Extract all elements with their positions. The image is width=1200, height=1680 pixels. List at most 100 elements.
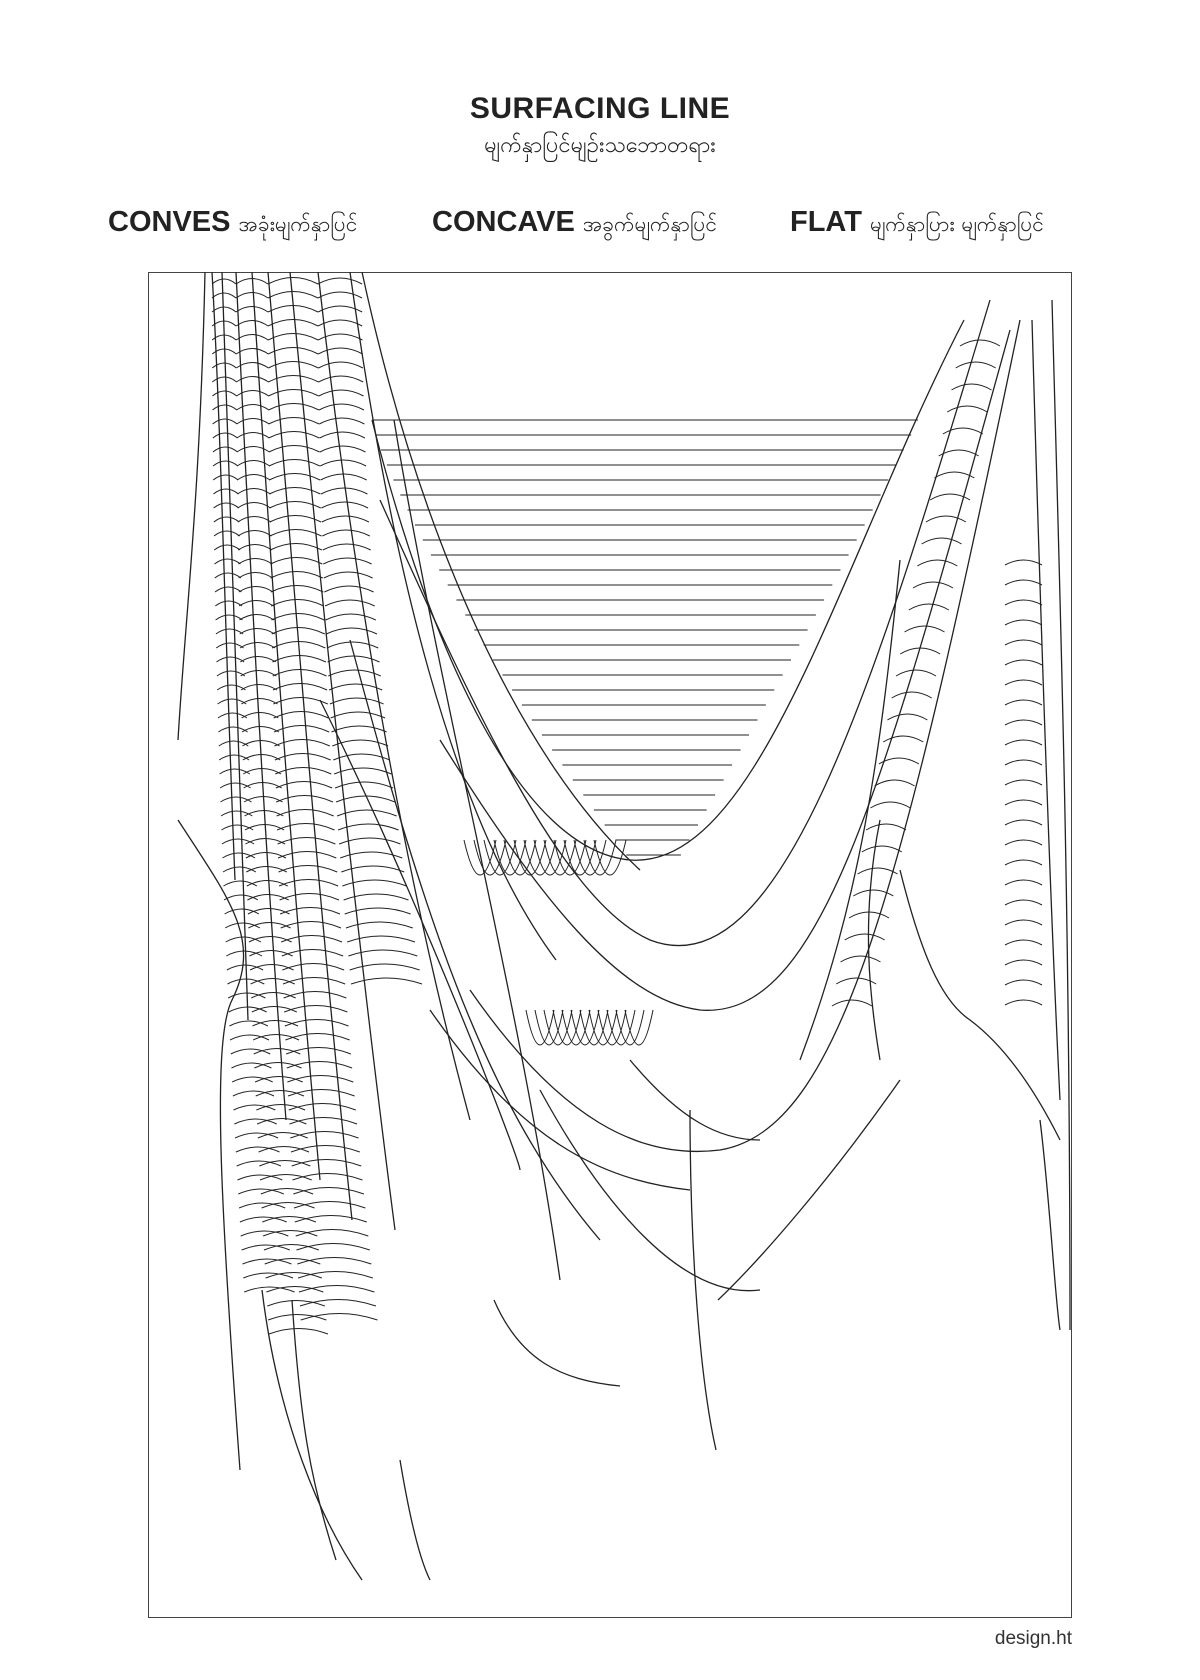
convex-contour-line (865, 823, 907, 831)
convex-contour-line (235, 348, 269, 355)
convex-contour-line (925, 515, 967, 523)
valley-outline (469, 319, 1021, 1153)
convex-contour-line (267, 305, 319, 313)
convex-contour-line (275, 767, 332, 775)
concave-contour-line (543, 1009, 573, 1046)
convex-contour-line (231, 1062, 272, 1069)
convex-contour-line (212, 418, 238, 425)
convex-contour-line (1004, 619, 1043, 626)
convex-contour-line (221, 824, 254, 831)
convex-contour-line (213, 516, 240, 523)
convex-contour-line (268, 417, 320, 425)
convex-contour-line (341, 865, 405, 873)
convex-contour-line (238, 1188, 285, 1195)
convex-contour-line (237, 1174, 283, 1181)
convex-contour-line (292, 1173, 363, 1181)
convex-contour-line (284, 1019, 349, 1027)
convex-contour-line (268, 459, 321, 467)
concave-contour-line (533, 839, 567, 876)
legend-key-convex: CONVES (108, 206, 231, 238)
drape-fold-line (539, 1089, 761, 1292)
convex-contour-line (857, 867, 898, 875)
convex-contour-line (1004, 799, 1043, 806)
convex-contour-line (296, 1243, 370, 1251)
convex-contour-line (252, 1020, 299, 1027)
concave-contour-line (513, 839, 547, 876)
convex-contour-line (240, 684, 278, 691)
convex-contour-line (328, 669, 382, 677)
convex-contour-line (236, 404, 270, 411)
convex-contour-line (229, 1020, 269, 1027)
convex-contour-line (874, 779, 915, 787)
convex-contour-line (870, 801, 911, 809)
valley-outline (1039, 1119, 1061, 1331)
convex-contour-line (267, 291, 319, 299)
credit-label: design.ht (994, 1628, 1072, 1649)
convex-contour-line (235, 362, 269, 369)
concave-contour-line (579, 1009, 609, 1046)
convex-contour-line (222, 852, 256, 859)
drape-fold-line (349, 639, 601, 1241)
convex-contour-line (273, 697, 329, 705)
convex-contour-line (329, 697, 384, 705)
convex-contour-line (831, 999, 873, 1007)
convex-contour-line (238, 1202, 286, 1209)
convex-contour-line (230, 1048, 271, 1055)
convex-contour-line (256, 1104, 306, 1111)
convex-contour-line (853, 889, 894, 897)
convex-contour-line (214, 586, 242, 593)
convex-contour-line (237, 530, 272, 537)
convex-contour-line (844, 933, 885, 941)
convex-contour-line (214, 600, 243, 607)
convex-contour-line (326, 641, 379, 649)
convex-contour-line (211, 334, 237, 341)
convex-contour-line (265, 1272, 322, 1279)
concave-contour-line (543, 839, 577, 876)
convex-contour-line (272, 655, 327, 663)
concave-contour-line (588, 1009, 618, 1046)
convex-contour-line (269, 501, 322, 509)
convex-contour-line (216, 670, 246, 677)
convex-contour-line (319, 459, 367, 467)
convex-contour-line (211, 362, 237, 369)
legend-desc-concave: အခွက်မျက်နှာပြင် (582, 212, 718, 236)
convex-contour-line (235, 292, 269, 299)
convex-contour-line (236, 460, 271, 467)
convex-contour-line (240, 656, 277, 663)
convex-contour-line (268, 473, 321, 481)
convex-contour-line (256, 1118, 307, 1125)
convex-contour-line (241, 1244, 290, 1251)
convex-contour-line (239, 628, 275, 635)
convex-contour-line (289, 1117, 358, 1125)
convex-contour-line (225, 936, 262, 943)
drape-strand (177, 272, 206, 741)
valley-outline (379, 299, 991, 947)
convex-contour-line (227, 992, 266, 999)
convex-contour-line (253, 1048, 301, 1055)
convex-contour-line (929, 493, 971, 501)
convex-contour-line (284, 1005, 348, 1013)
concave-contour-line (503, 839, 537, 876)
convex-contour-line (270, 599, 325, 607)
convex-contour-line (244, 1286, 295, 1293)
convex-contour-line (1004, 919, 1043, 926)
convex-contour-line (1004, 719, 1043, 726)
convex-contour-line (242, 754, 281, 761)
convex-contour-line (267, 347, 319, 355)
convex-contour-line (213, 530, 241, 537)
convex-contour-line (267, 1314, 327, 1321)
convex-contour-line (297, 1271, 373, 1279)
valley-outline (899, 869, 1061, 1141)
convex-contour-line (293, 1187, 365, 1195)
convex-contour-line (262, 1216, 317, 1223)
convex-contour-line (237, 516, 272, 523)
convex-contour-line (264, 1258, 321, 1265)
convex-contour-line (1004, 579, 1043, 586)
convex-contour-line (261, 1202, 315, 1209)
convex-contour-line (322, 543, 371, 551)
convex-contour-line (334, 767, 392, 775)
convex-contour-line (220, 796, 252, 803)
concave-contour-line (553, 839, 587, 876)
drape-fold-line (261, 1289, 363, 1581)
convex-contour-line (348, 949, 418, 957)
